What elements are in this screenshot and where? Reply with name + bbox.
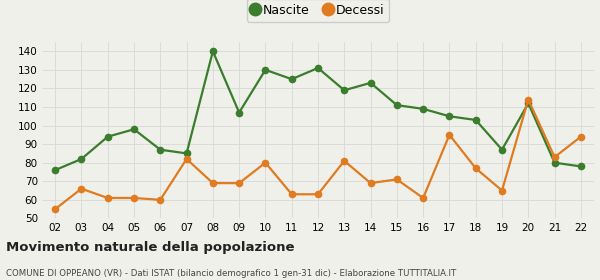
Nascite [577,165,584,168]
Decessi [341,159,348,162]
Nascite [419,107,427,111]
Decessi [104,196,112,200]
Text: Movimento naturale della popolazione: Movimento naturale della popolazione [6,241,295,254]
Decessi [236,181,243,185]
Decessi [52,207,59,211]
Nascite [262,68,269,71]
Nascite [446,115,453,118]
Decessi [472,167,479,170]
Nascite [524,102,532,105]
Nascite [157,148,164,151]
Nascite [78,157,85,161]
Nascite [341,88,348,92]
Decessi [577,135,584,138]
Nascite [104,135,112,138]
Decessi [419,196,427,200]
Nascite [551,161,558,164]
Decessi [78,187,85,190]
Nascite [499,148,506,151]
Decessi [157,198,164,202]
Nascite [288,78,295,81]
Line: Decessi: Decessi [52,96,584,212]
Legend: Nascite, Decessi: Nascite, Decessi [247,0,389,22]
Nascite [472,118,479,122]
Decessi [551,155,558,159]
Nascite [393,103,400,107]
Decessi [314,193,322,196]
Nascite [314,66,322,70]
Decessi [288,193,295,196]
Nascite [209,50,217,53]
Decessi [393,178,400,181]
Decessi [446,133,453,137]
Decessi [262,161,269,164]
Nascite [130,128,137,131]
Nascite [183,152,190,155]
Nascite [52,169,59,172]
Decessi [367,181,374,185]
Line: Nascite: Nascite [52,48,584,173]
Decessi [499,189,506,192]
Nascite [236,111,243,114]
Nascite [367,81,374,85]
Decessi [183,157,190,161]
Decessi [524,98,532,101]
Text: COMUNE DI OPPEANO (VR) - Dati ISTAT (bilancio demografico 1 gen-31 dic) - Elabor: COMUNE DI OPPEANO (VR) - Dati ISTAT (bil… [6,269,456,278]
Decessi [209,181,217,185]
Decessi [130,196,137,200]
